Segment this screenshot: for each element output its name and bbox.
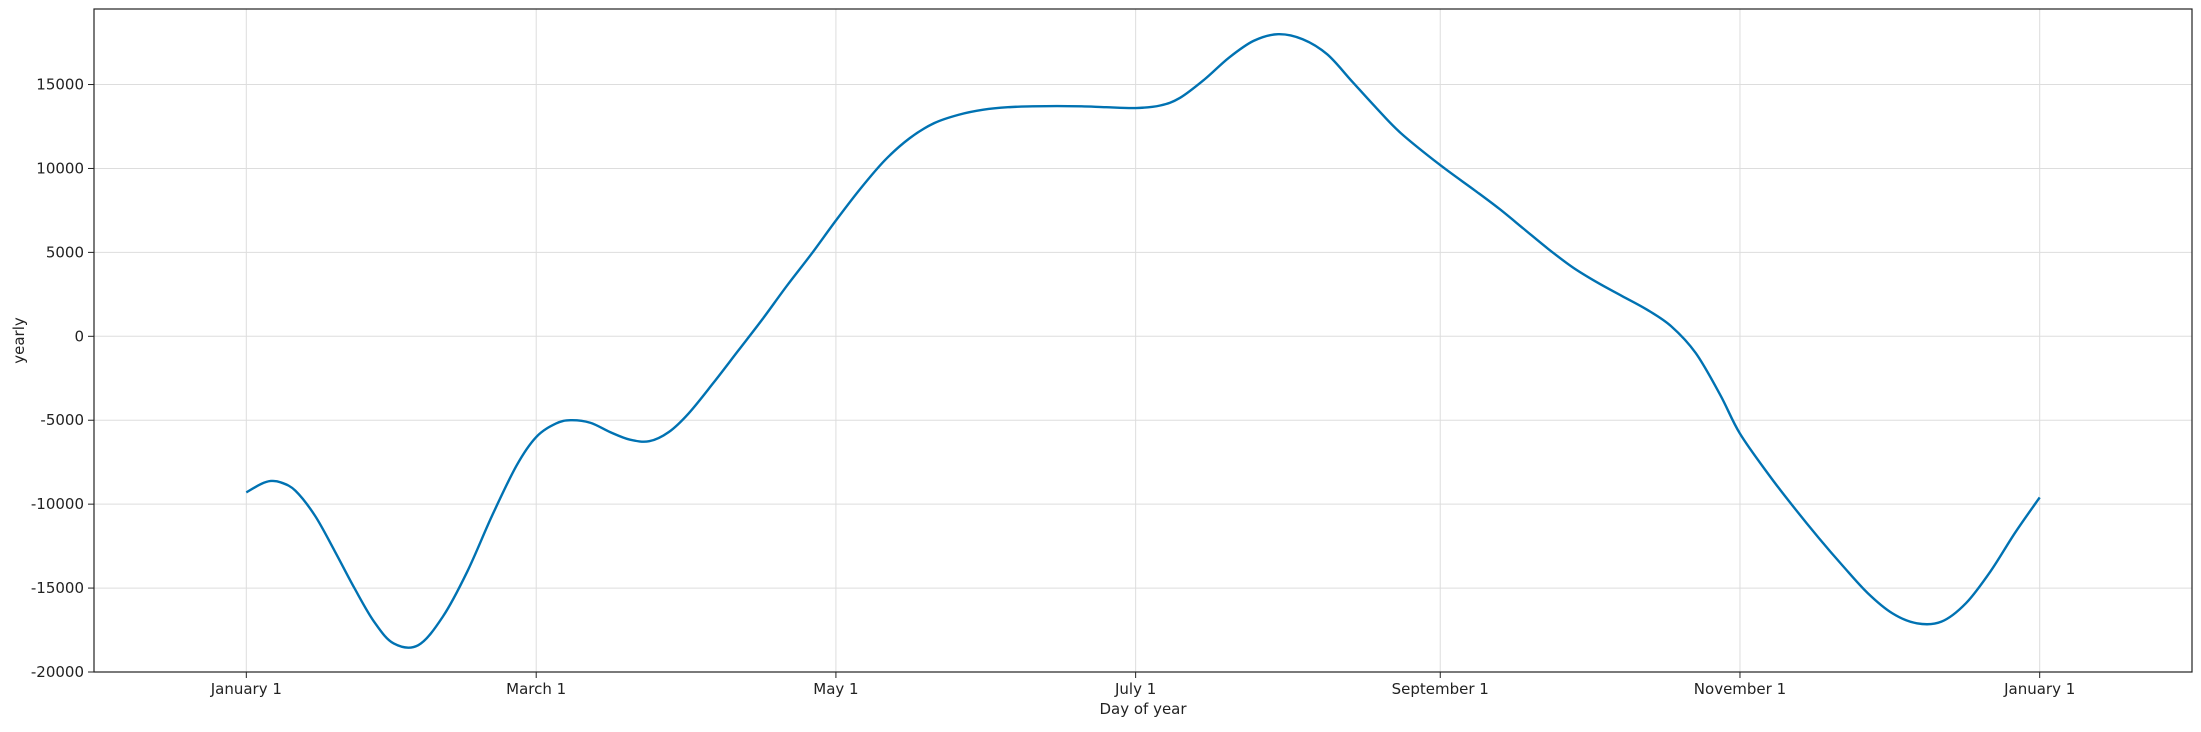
y-tick-label: -5000 bbox=[40, 411, 84, 429]
y-tick-label: 15000 bbox=[36, 76, 84, 94]
y-tick-label: 0 bbox=[74, 327, 84, 345]
series-layer bbox=[245, 32, 2041, 649]
x-tick-label: September 1 bbox=[1392, 680, 1489, 698]
plot-frame bbox=[93, 8, 2193, 673]
y-axis-ticks: 15000 10000 5000 0 -5000 -10000 -15000 -20000 bbox=[31, 76, 94, 681]
x-tick-label: July 1 bbox=[1114, 680, 1156, 698]
x-tick-label: January 1 bbox=[2003, 680, 2075, 698]
x-tick-label: May 1 bbox=[813, 680, 858, 698]
y-tick-label: 10000 bbox=[36, 159, 84, 177]
y-tick-label: -10000 bbox=[31, 495, 84, 513]
y-tick-label: 5000 bbox=[46, 243, 84, 261]
grid bbox=[94, 9, 2192, 673]
x-axis-label: Day of year bbox=[1099, 700, 1187, 718]
x-tick-label: November 1 bbox=[1694, 680, 1786, 698]
y-tick-label: -15000 bbox=[31, 579, 84, 597]
y-axis-label: yearly bbox=[10, 317, 28, 364]
series-line bbox=[245, 32, 2041, 649]
x-tick-label: January 1 bbox=[210, 680, 282, 698]
x-tick-label: March 1 bbox=[506, 680, 566, 698]
x-axis-ticks: January 1 March 1 May 1 July 1 September 1 No… bbox=[210, 672, 2075, 698]
y-tick-label: -20000 bbox=[31, 663, 84, 681]
